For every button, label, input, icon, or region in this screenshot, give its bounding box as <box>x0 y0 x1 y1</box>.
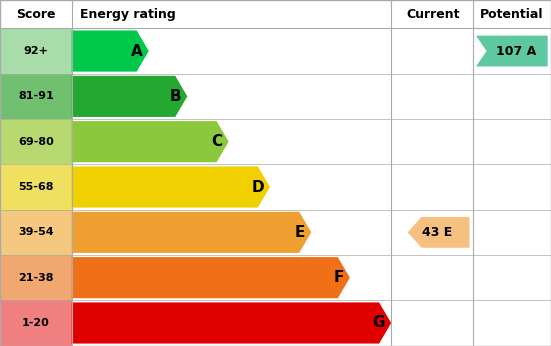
Text: 1-20: 1-20 <box>22 318 50 328</box>
Text: 107 A: 107 A <box>496 45 536 57</box>
Text: Current: Current <box>407 8 460 21</box>
Text: 69-80: 69-80 <box>18 137 53 147</box>
Text: 55-68: 55-68 <box>18 182 53 192</box>
Text: Score: Score <box>16 8 56 21</box>
Polygon shape <box>72 257 350 298</box>
Bar <box>0 210 72 255</box>
Text: 39-54: 39-54 <box>18 227 53 237</box>
Text: 21-38: 21-38 <box>18 273 53 283</box>
Text: 92+: 92+ <box>23 46 48 56</box>
Text: Potential: Potential <box>480 8 544 21</box>
Text: C: C <box>212 134 223 149</box>
Text: G: G <box>372 316 385 330</box>
Bar <box>0 74 72 119</box>
Text: F: F <box>333 270 344 285</box>
Text: A: A <box>131 44 143 58</box>
Text: E: E <box>295 225 305 240</box>
Polygon shape <box>72 76 187 117</box>
Bar <box>0 164 72 210</box>
Bar <box>0 255 72 300</box>
Polygon shape <box>408 217 469 248</box>
Text: 81-91: 81-91 <box>18 91 53 101</box>
Polygon shape <box>72 30 149 72</box>
Text: D: D <box>251 180 264 194</box>
Text: B: B <box>170 89 181 104</box>
Bar <box>0 300 72 346</box>
Polygon shape <box>72 166 270 208</box>
Bar <box>0 28 72 74</box>
Polygon shape <box>72 302 391 344</box>
Polygon shape <box>476 36 548 66</box>
Bar <box>0 119 72 164</box>
Polygon shape <box>72 121 229 162</box>
Text: 43 E: 43 E <box>423 226 452 239</box>
Text: Energy rating: Energy rating <box>80 8 176 21</box>
Polygon shape <box>72 212 311 253</box>
